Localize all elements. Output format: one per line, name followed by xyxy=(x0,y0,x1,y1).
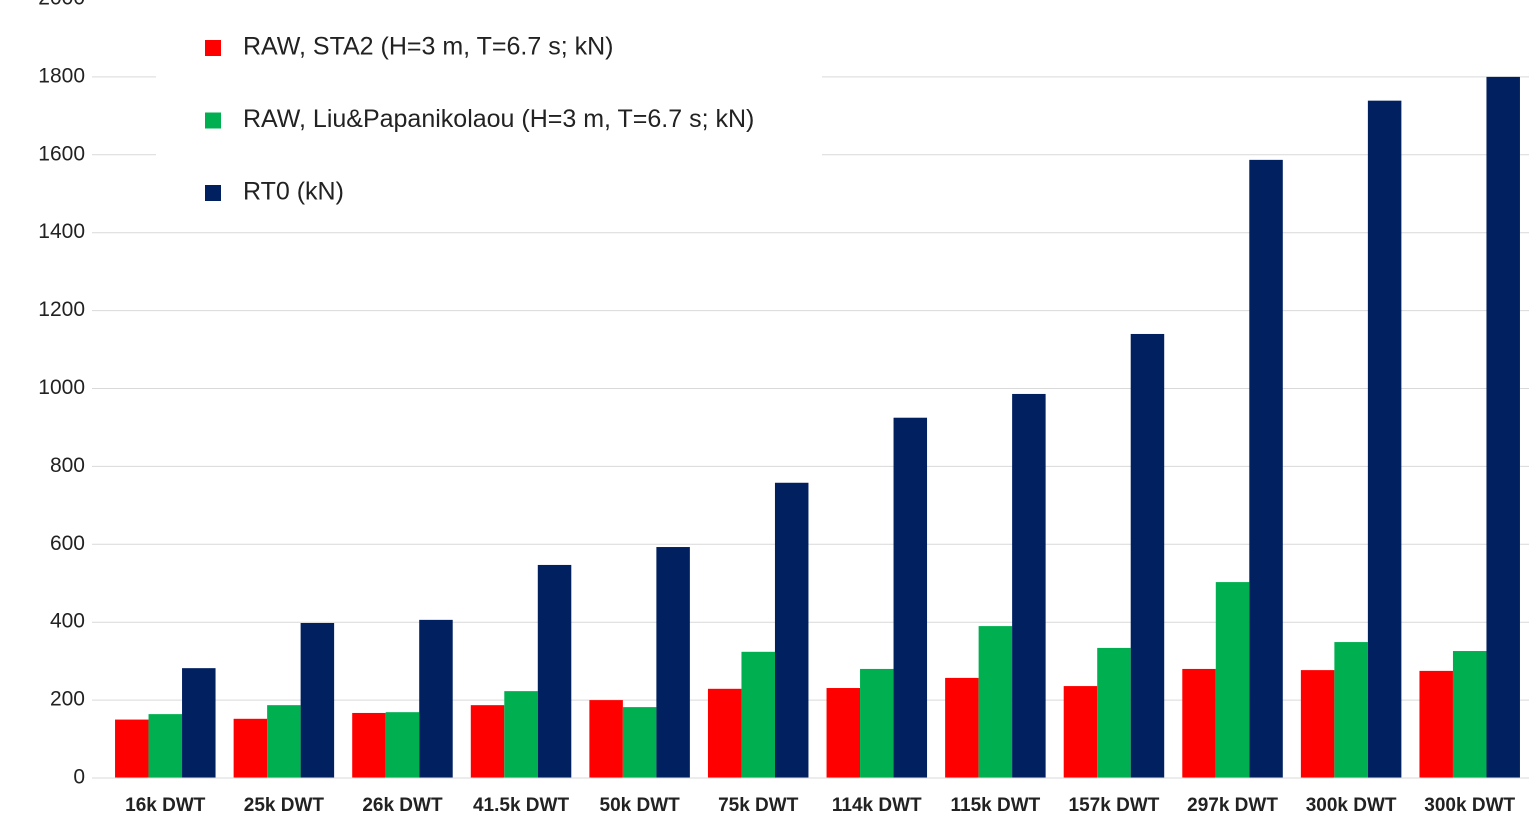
x-tick-label: 157k DWT xyxy=(1069,795,1160,816)
bar xyxy=(148,714,183,778)
bar xyxy=(1182,668,1216,778)
x-tick-label: 41.5k DWT xyxy=(473,795,569,816)
bar xyxy=(385,712,420,778)
legend-box xyxy=(156,10,822,230)
legend-label: RAW, STA2 (H=3 m, T=6.7 s; kN) xyxy=(243,33,613,61)
bar xyxy=(1419,670,1453,778)
x-tick-label: 300k DWT xyxy=(1306,795,1397,816)
x-tick-label: 297k DWT xyxy=(1187,795,1278,816)
y-tick-label: 0 xyxy=(73,766,85,789)
y-tick-label: 1000 xyxy=(38,376,85,399)
bar xyxy=(1249,159,1283,778)
bar xyxy=(589,700,623,778)
legend-swatch xyxy=(205,40,221,56)
y-tick-label: 800 xyxy=(50,454,85,477)
legend-swatch xyxy=(205,185,221,201)
bar xyxy=(1367,100,1402,779)
bar xyxy=(1012,393,1046,778)
bar xyxy=(300,622,335,778)
y-tick-label: 1800 xyxy=(38,64,85,87)
bar xyxy=(826,688,861,778)
legend-swatch xyxy=(205,112,221,129)
bar xyxy=(1334,642,1368,778)
bar xyxy=(860,668,894,778)
bar xyxy=(1215,582,1250,778)
y-tick-label: 2000 xyxy=(38,0,85,10)
x-tick-label: 115k DWT xyxy=(950,795,1040,816)
bar xyxy=(1452,651,1487,778)
bar xyxy=(774,482,809,778)
bar xyxy=(182,668,216,778)
bar xyxy=(267,705,301,778)
bar xyxy=(1130,333,1165,778)
x-tick-label: 114k DWT xyxy=(832,795,922,816)
bar xyxy=(115,719,149,778)
bar xyxy=(978,626,1013,778)
bar xyxy=(707,688,742,778)
bar xyxy=(1063,686,1098,778)
x-tick-label: 50k DWT xyxy=(600,795,681,816)
bar xyxy=(622,707,657,778)
bar xyxy=(893,417,928,778)
x-tick-label: 75k DWT xyxy=(718,795,799,816)
y-tick-label: 1400 xyxy=(38,220,85,243)
bar xyxy=(537,564,572,778)
bar xyxy=(1486,76,1520,778)
y-tick-label: 400 xyxy=(50,610,85,633)
x-tick-label: 26k DWT xyxy=(362,795,443,816)
y-tick-label: 1200 xyxy=(38,298,85,321)
x-tick-label: 25k DWT xyxy=(244,795,325,816)
bar xyxy=(470,705,505,778)
y-tick-label: 1600 xyxy=(38,142,85,165)
legend-label: RAW, Liu&Papanikolaou (H=3 m, T=6.7 s; k… xyxy=(243,105,754,133)
bar xyxy=(1300,670,1335,778)
x-tick-label: 300k DWT xyxy=(1424,795,1515,816)
bar xyxy=(656,547,690,778)
y-tick-label: 200 xyxy=(50,688,85,711)
bar xyxy=(504,691,538,778)
y-tick-label: 600 xyxy=(50,532,85,555)
bar xyxy=(352,712,386,778)
bar xyxy=(419,619,453,778)
bar xyxy=(741,651,775,778)
bar xyxy=(233,718,268,778)
legend-label: RT0 (kN) xyxy=(243,178,344,206)
x-tick-label: 16k DWT xyxy=(125,795,206,816)
bar xyxy=(1097,647,1131,778)
bar xyxy=(945,677,979,778)
